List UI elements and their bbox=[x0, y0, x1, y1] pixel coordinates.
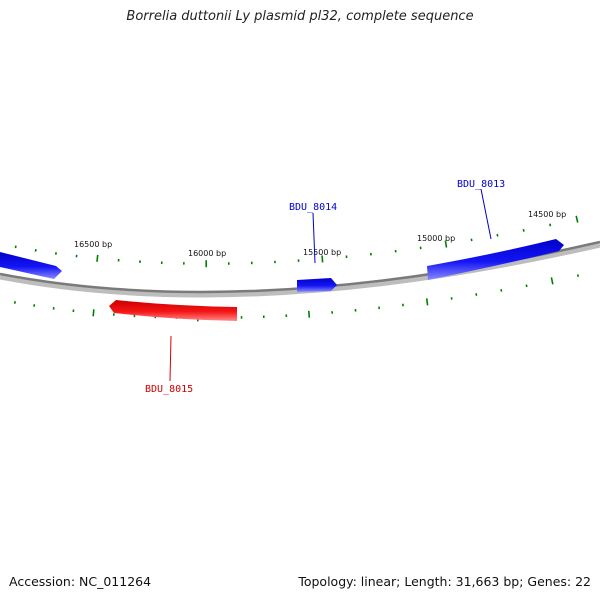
inner-tick-15 bbox=[308, 310, 311, 318]
outer-tick-24 bbox=[549, 223, 552, 227]
scale-label-16000: 16000 bp bbox=[188, 249, 226, 258]
gene-arrow-bdu-8013[interactable] bbox=[427, 239, 564, 280]
inner-tick-marks bbox=[13, 274, 579, 322]
scale-label-15500: 15500 bp bbox=[303, 248, 341, 257]
scale-label-16500: 16500 bp bbox=[74, 240, 112, 249]
inner-tick-24 bbox=[525, 284, 528, 288]
inner-tick-20 bbox=[425, 298, 429, 306]
inner-tick-1 bbox=[13, 301, 16, 304]
gene-label-bdu-8015[interactable]: BDU_8015 bbox=[145, 384, 193, 395]
scale-label-15000: 15000 bp bbox=[417, 234, 455, 243]
backbone-shadow bbox=[0, 242, 600, 298]
outer-tick-25 bbox=[575, 215, 579, 223]
inner-tick-5 bbox=[92, 309, 95, 317]
outer-tick-marks bbox=[14, 215, 579, 268]
gene-label-bdu-8013[interactable]: BDU_8013 bbox=[457, 179, 505, 190]
outer-tick-22 bbox=[496, 233, 499, 237]
gene-arrow-bdu-8015[interactable] bbox=[109, 300, 237, 321]
gene-label-bdu-8014[interactable]: BDU_8014 bbox=[289, 202, 337, 213]
outer-tick-15 bbox=[321, 255, 324, 263]
topology-summary: Topology: linear; Length: 31,663 bp; Gen… bbox=[298, 574, 591, 589]
outer-tick-21 bbox=[470, 238, 473, 242]
inner-tick-25 bbox=[550, 277, 554, 285]
gene-leader-bdu-8015 bbox=[169, 335, 172, 382]
scale-label-14500: 14500 bp bbox=[528, 210, 566, 219]
gene-leader-bdu-8014 bbox=[312, 212, 316, 264]
map-title: Borrelia duttonii Ly plasmid pl32, compl… bbox=[126, 9, 474, 24]
outer-tick-20 bbox=[444, 240, 448, 248]
inner-tick-26 bbox=[576, 274, 579, 277]
outer-tick-23 bbox=[522, 228, 525, 232]
gene-leader-bdu-8013 bbox=[480, 188, 492, 240]
gene-arrow-partial-left[interactable] bbox=[0, 252, 62, 279]
accession-text: Accession: NC_011264 bbox=[9, 574, 152, 589]
outer-tick-5 bbox=[96, 254, 99, 262]
gene-arrow-bdu-8014[interactable] bbox=[297, 278, 337, 292]
